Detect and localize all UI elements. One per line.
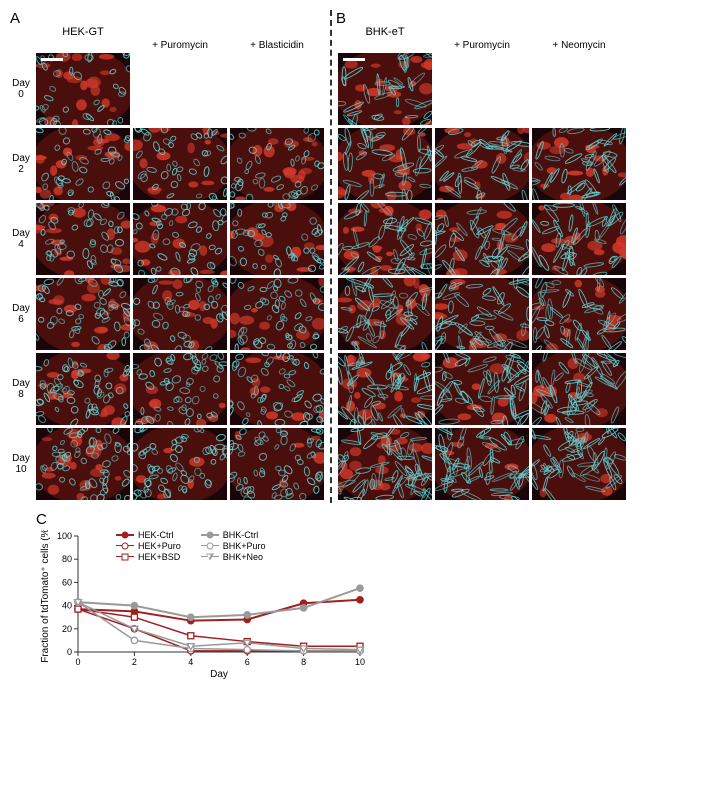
- panels-row: A HEK-GT+ Puromycin+ BlasticidinDay0Day2…: [10, 10, 701, 503]
- svg-text:0: 0: [75, 657, 80, 667]
- svg-text:2: 2: [132, 657, 137, 667]
- svg-text:Fraction of tdTomato⁺ cells (%: Fraction of tdTomato⁺ cells (%): [40, 530, 51, 663]
- panel-a-label: A: [10, 10, 20, 27]
- legend-label-4: BHK+Puro: [223, 541, 266, 551]
- panelA-colheader-2: + Blasticidin: [230, 40, 324, 51]
- panelA-micrograph-r1-c1: [133, 128, 227, 200]
- svg-text:4: 4: [188, 657, 193, 667]
- panelB-micrograph-r5-c1: [435, 428, 529, 500]
- panel-c: C 0246810020406080100DayFraction of tdTo…: [10, 511, 701, 685]
- panelA-micrograph-r3-c2: [230, 278, 324, 350]
- legend-label-5: BHK+Neo: [223, 552, 263, 562]
- panel-b: B BHK-eT+ Puromycin+ Neomycin: [338, 10, 626, 503]
- panelB-micrograph-r5-c0: [338, 428, 432, 500]
- panelB-micrograph-r2-c0: [338, 203, 432, 275]
- chart-legend: HEK-CtrlHEK+PuroHEK+BSD BHK-CtrlBHK+PuroB…: [116, 530, 266, 563]
- panelB-colheader-1: + Puromycin: [435, 40, 529, 51]
- legend-label-2: HEK+BSD: [138, 552, 180, 562]
- panelA-micrograph-r2-c1: [133, 203, 227, 275]
- legend-item-1: HEK+Puro: [116, 541, 181, 551]
- panelB-micrograph-r3-c2: [532, 278, 626, 350]
- panelB-micrograph-r4-c2: [532, 353, 626, 425]
- panelA-title: HEK-GT: [36, 26, 130, 38]
- svg-text:Day: Day: [210, 669, 228, 680]
- panelA-rowlabel-2: Day4: [8, 203, 34, 275]
- panelB-micrograph-r0-c0: [338, 53, 432, 125]
- panelA-micrograph-r0-c0: [36, 53, 130, 125]
- legend-item-5: BHK+Neo: [201, 552, 266, 562]
- svg-text:20: 20: [62, 624, 72, 634]
- svg-text:40: 40: [62, 601, 72, 611]
- panelB-micrograph-r1-c0: [338, 128, 432, 200]
- legend-item-3: BHK-Ctrl: [201, 530, 266, 540]
- panelB-colheader-0: [338, 40, 432, 51]
- panelA-micrograph-r1-c0: [36, 128, 130, 200]
- panelA-micrograph-r5-c1: [133, 428, 227, 500]
- panelB-micrograph-r4-c1: [435, 353, 529, 425]
- svg-text:6: 6: [245, 657, 250, 667]
- panelB-micrograph-r5-c2: [532, 428, 626, 500]
- panelA-rowlabel-0: Day0: [8, 53, 34, 125]
- svg-text:10: 10: [355, 657, 365, 667]
- panelA-micrograph-r1-c2: [230, 128, 324, 200]
- legend-item-0: HEK-Ctrl: [116, 530, 181, 540]
- panelA-micrograph-r4-c1: [133, 353, 227, 425]
- svg-text:80: 80: [62, 554, 72, 564]
- svg-text:8: 8: [301, 657, 306, 667]
- panelA-micrograph-r2-c2: [230, 203, 324, 275]
- panelA-scalebar: [41, 58, 63, 61]
- panelA-rowlabel-3: Day6: [8, 278, 34, 350]
- panel-a: A HEK-GT+ Puromycin+ Blasticidin Day0 Day2…: [10, 10, 324, 503]
- panelA-micrograph-r4-c0: [36, 353, 130, 425]
- svg-text:0: 0: [67, 647, 72, 657]
- panelA-rowlabel-1: Day2: [8, 128, 34, 200]
- panelA-micrograph-r3-c0: [36, 278, 130, 350]
- panelA-micrograph-r4-c2: [230, 353, 324, 425]
- panelA-micrograph-r5-c2: [230, 428, 324, 500]
- panelB-micrograph-r4-c0: [338, 353, 432, 425]
- panelA-colheader-1: + Puromycin: [133, 40, 227, 51]
- panel-divider: [330, 10, 332, 503]
- panelB-micrograph-r1-c1: [435, 128, 529, 200]
- legend-label-0: HEK-Ctrl: [138, 530, 174, 540]
- panel-c-label: C: [36, 511, 701, 528]
- panelB-micrograph-r3-c1: [435, 278, 529, 350]
- panelB-micrograph-r1-c2: [532, 128, 626, 200]
- panel-b-label: B: [336, 10, 346, 27]
- panelA-colheader-0: [36, 40, 130, 51]
- panelB-colheader-2: + Neomycin: [532, 40, 626, 51]
- panelA-rowlabel-4: Day8: [8, 353, 34, 425]
- panelA-micrograph-r5-c0: [36, 428, 130, 500]
- legend-item-2: HEK+BSD: [116, 552, 181, 562]
- panelA-micrograph-r2-c0: [36, 203, 130, 275]
- figure-root: A HEK-GT+ Puromycin+ BlasticidinDay0Day2…: [10, 10, 701, 685]
- legend-item-4: BHK+Puro: [201, 541, 266, 551]
- panelA-micrograph-r3-c1: [133, 278, 227, 350]
- panelB-scalebar: [343, 58, 365, 61]
- panelB-title: BHK-eT: [338, 26, 432, 38]
- panelA-rowlabel-5: Day10: [8, 428, 34, 500]
- panelB-micrograph-r2-c1: [435, 203, 529, 275]
- svg-text:60: 60: [62, 577, 72, 587]
- panelB-micrograph-r3-c0: [338, 278, 432, 350]
- legend-label-3: BHK-Ctrl: [223, 530, 259, 540]
- panelB-micrograph-r2-c2: [532, 203, 626, 275]
- legend-label-1: HEK+Puro: [138, 541, 181, 551]
- svg-text:100: 100: [57, 531, 72, 541]
